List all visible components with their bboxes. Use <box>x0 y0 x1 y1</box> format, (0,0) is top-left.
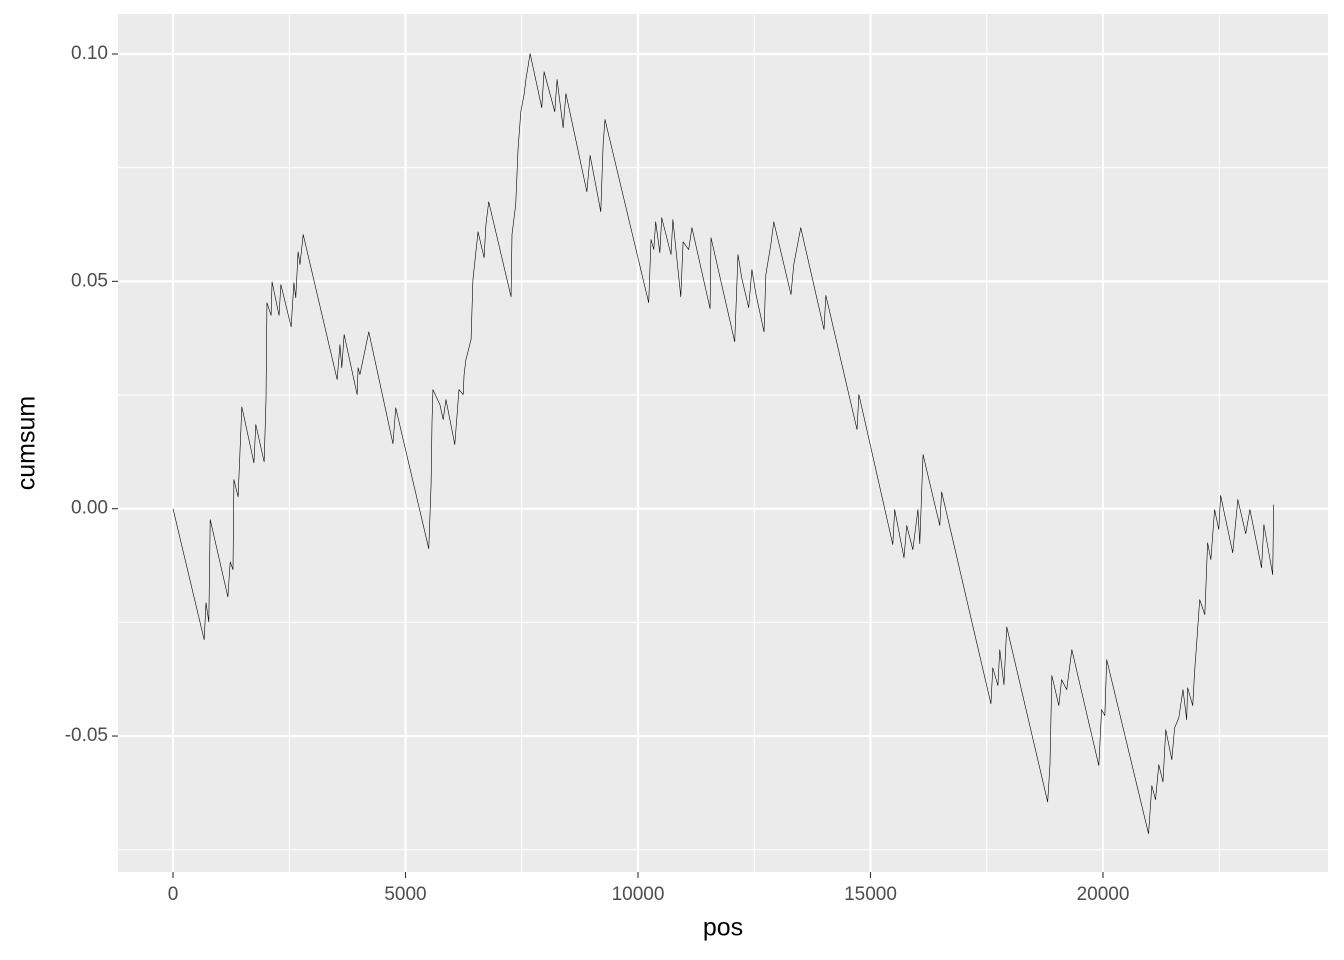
panel <box>118 14 1328 872</box>
x-tick-label: 10000 <box>612 884 665 905</box>
y-tick-label: -0.05 <box>65 725 108 746</box>
y-tick-label: 0.00 <box>71 498 108 519</box>
x-tick-label: 0 <box>168 884 179 905</box>
data-line <box>172 53 1274 835</box>
x-tick-label: 5000 <box>384 884 426 905</box>
y-tick-label: 0.05 <box>71 270 108 291</box>
x-axis-title: pos <box>703 914 743 942</box>
y-axis-title: cumsum <box>13 396 41 490</box>
y-tick-label: 0.10 <box>71 43 108 64</box>
x-tick-label: 15000 <box>844 884 897 905</box>
x-tick-label: 20000 <box>1077 884 1130 905</box>
